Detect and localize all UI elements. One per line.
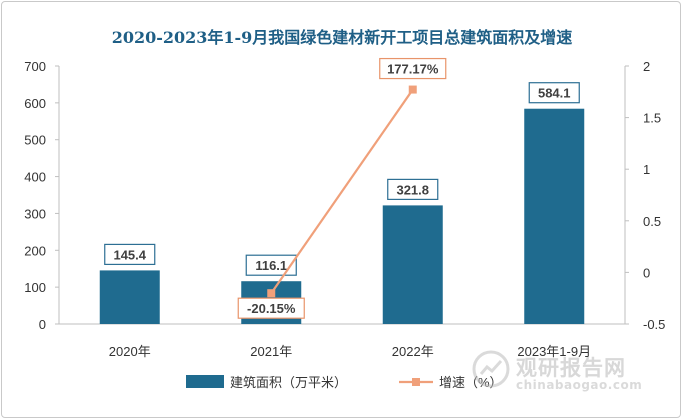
growth-data-label-box (379, 57, 447, 80)
right-tick-label: 2 (643, 59, 650, 74)
watermark: 观研报告网 chinabaogao.com (472, 348, 672, 394)
bar-data-label-box (528, 82, 580, 104)
legend-line-marker (412, 378, 420, 386)
x-tick-label: 2023年1-9月 (517, 344, 591, 359)
left-tick-label: 500 (24, 133, 46, 148)
left-tick-label: 200 (24, 243, 46, 258)
x-tick-label: 2020年 (109, 344, 151, 359)
growth-line (270, 88, 414, 294)
left-tick-label: 300 (24, 206, 46, 221)
left-tick-label: 600 (24, 96, 46, 111)
x-tick-label: 2022年 (392, 344, 434, 359)
bar (99, 270, 160, 324)
bar-data-label: 584.1 (538, 86, 571, 101)
legend-bar-label: 建筑面积（万平米） (230, 375, 347, 390)
growth-data-label: -20.15% (247, 301, 296, 316)
bar (382, 205, 443, 324)
right-tick-label: 0.5 (643, 214, 661, 229)
bar-data-label: 321.8 (396, 182, 429, 197)
bar-data-label: 145.4 (113, 247, 146, 262)
chart-title: 2020-2023年1-9月我国绿色建材新开工项目总建筑面积及增速 (111, 28, 573, 47)
left-tick-label: 400 (24, 170, 46, 185)
left-tick-label: 0 (39, 317, 46, 332)
growth-data-label-box (237, 297, 305, 319)
legend-bar-swatch (186, 375, 224, 388)
watermark-url: chinabaogao.com (516, 378, 643, 392)
bar-data-label-box (387, 178, 439, 200)
right-tick-label: 1 (643, 162, 650, 177)
right-tick-label: 0 (643, 265, 650, 280)
left-tick-label: 700 (24, 59, 46, 74)
bar-data-label-box (104, 243, 156, 266)
growth-point (267, 289, 276, 298)
x-tick-label: 2021年 (250, 344, 292, 359)
right-tick-label: -0.5 (643, 317, 665, 332)
bar (524, 108, 585, 324)
watermark-name: 观研报告网 (516, 356, 626, 380)
bar-data-label: 116.1 (255, 258, 287, 273)
bar-data-label-box (245, 254, 297, 276)
watermark-logo-icon (472, 350, 510, 388)
growth-data-label: 177.17% (387, 62, 439, 77)
right-tick-label: 1.5 (643, 111, 661, 126)
growth-point (408, 85, 417, 94)
left-tick-label: 100 (24, 280, 46, 295)
